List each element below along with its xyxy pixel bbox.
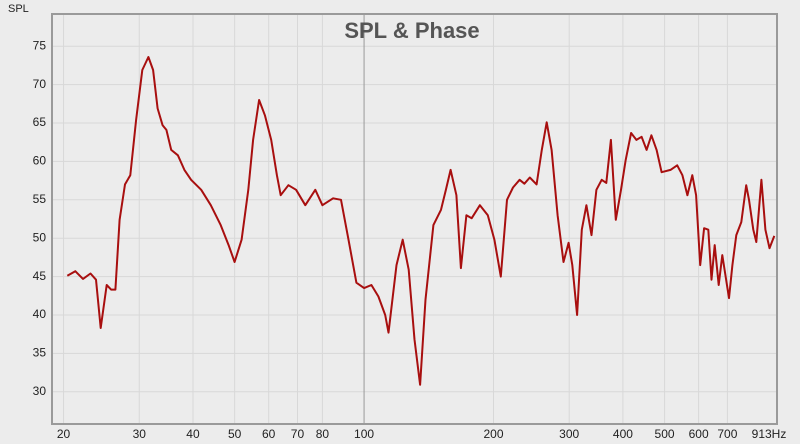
spl-line <box>66 56 776 386</box>
y-tick-label: 75 <box>33 38 47 52</box>
y-tick-label: 35 <box>33 346 47 360</box>
x-tick-label: 400 <box>613 427 633 441</box>
x-tick-label: 50 <box>228 427 242 441</box>
chart-title: SPL & Phase <box>344 18 479 43</box>
y-tick-label: 65 <box>33 115 47 129</box>
x-tick-label: 100 <box>354 427 374 441</box>
y-tick-label: 45 <box>33 269 47 283</box>
x-tick-label: 80 <box>316 427 330 441</box>
x-tick-label: 30 <box>133 427 147 441</box>
y-tick-label: 30 <box>33 384 47 398</box>
y-tick-label: 50 <box>33 230 47 244</box>
y-axis-label: SPL <box>8 3 29 15</box>
y-tick-label: 55 <box>33 192 47 206</box>
x-tick-label: 70 <box>291 427 305 441</box>
x-tick-label: 40 <box>186 427 200 441</box>
x-tick-label: 700 <box>717 427 737 441</box>
y-tick-label: 60 <box>33 154 47 168</box>
y-tick-label: 40 <box>33 307 47 321</box>
x-tick-label: 913Hz <box>752 427 787 441</box>
x-tick-label: 500 <box>655 427 675 441</box>
x-tick-label: 600 <box>689 427 709 441</box>
x-tick-label: 300 <box>559 427 579 441</box>
x-tick-label: 60 <box>262 427 276 441</box>
x-tick-label: 200 <box>483 427 503 441</box>
y-tick-label: 70 <box>33 77 47 91</box>
plot-area <box>51 13 778 425</box>
x-tick-label: 20 <box>57 427 71 441</box>
